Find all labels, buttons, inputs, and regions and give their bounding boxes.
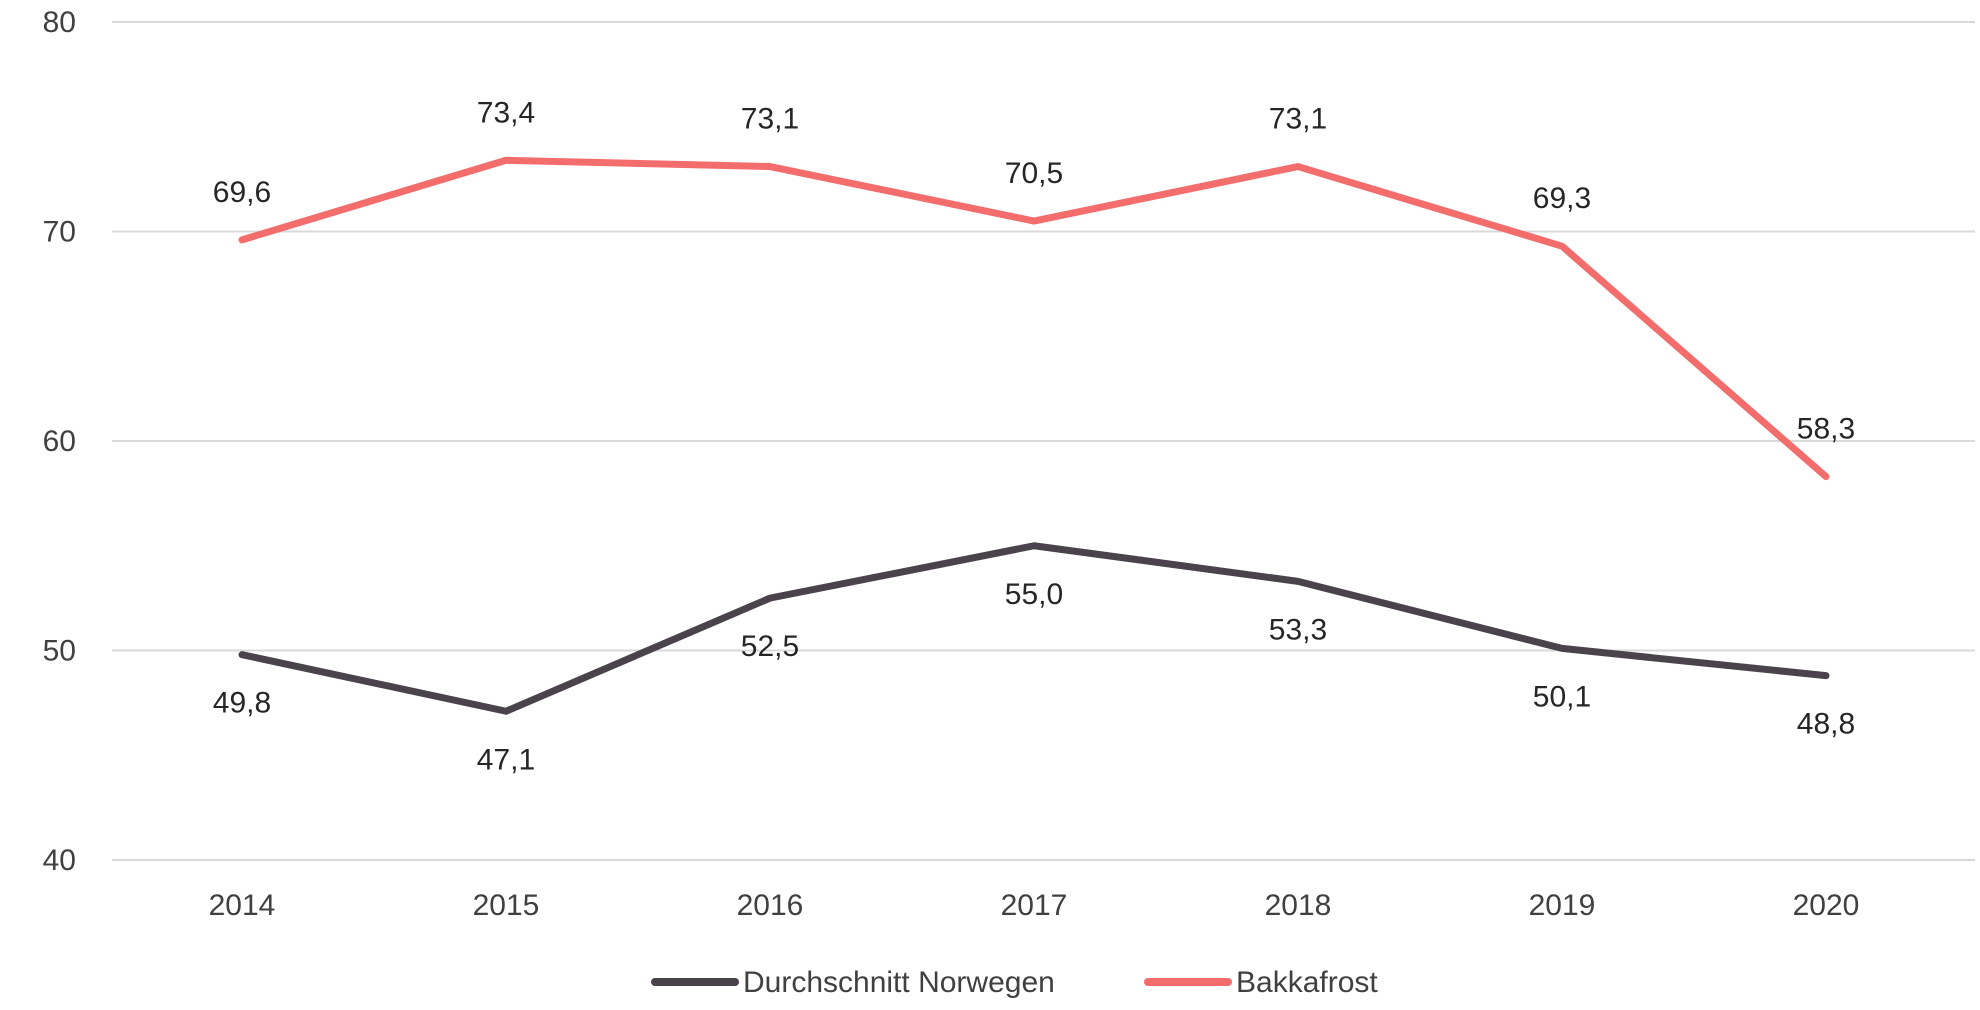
data-label: 50,1 bbox=[1533, 680, 1591, 713]
data-label: 73,4 bbox=[477, 96, 535, 129]
data-label: 73,1 bbox=[1269, 103, 1327, 136]
legend-label-0: Durchschnitt Norwegen bbox=[743, 966, 1055, 999]
x-tick-label: 2017 bbox=[1001, 889, 1068, 922]
x-tick-label: 2016 bbox=[737, 889, 804, 922]
legend: Durchschnitt Norwegen Bakkafrost bbox=[651, 966, 1378, 999]
x-tick-label: 2018 bbox=[1265, 889, 1332, 922]
data-label: 69,3 bbox=[1533, 182, 1591, 215]
data-label: 53,3 bbox=[1269, 613, 1327, 646]
legend-label-1: Bakkafrost bbox=[1236, 966, 1378, 999]
data-label: 58,3 bbox=[1797, 413, 1855, 446]
y-tick-label: 80 bbox=[43, 6, 76, 39]
x-tick-label: 2014 bbox=[209, 889, 276, 922]
y-tick-label: 40 bbox=[43, 844, 76, 877]
series-lines bbox=[238, 156, 1830, 715]
data-label: 47,1 bbox=[477, 743, 535, 776]
data-label: 49,8 bbox=[213, 687, 271, 720]
x-tick-label: 2020 bbox=[1793, 889, 1860, 922]
data-label: 48,8 bbox=[1797, 708, 1855, 741]
data-label: 69,6 bbox=[213, 176, 271, 209]
x-tick-label: 2015 bbox=[473, 889, 540, 922]
data-label: 73,1 bbox=[741, 103, 799, 136]
series-line-0 bbox=[238, 542, 1830, 715]
x-axis: 2014 2015 2016 2017 2018 2019 2020 bbox=[209, 889, 1860, 922]
data-labels: 49,8 47,1 52,5 55,0 53,3 50,1 48,8 69,6 73,4 73,1… bbox=[213, 96, 1855, 776]
data-label: 70,5 bbox=[1005, 157, 1063, 190]
x-tick-label: 2019 bbox=[1529, 889, 1596, 922]
y-axis: 40 50 60 70 80 bbox=[43, 6, 76, 877]
data-label: 52,5 bbox=[741, 630, 799, 663]
gridlines bbox=[112, 21, 1975, 861]
y-tick-label: 50 bbox=[43, 635, 76, 668]
y-tick-label: 70 bbox=[43, 216, 76, 249]
series-line-1 bbox=[238, 156, 1830, 481]
data-label: 55,0 bbox=[1005, 578, 1063, 611]
y-tick-label: 60 bbox=[43, 425, 76, 458]
